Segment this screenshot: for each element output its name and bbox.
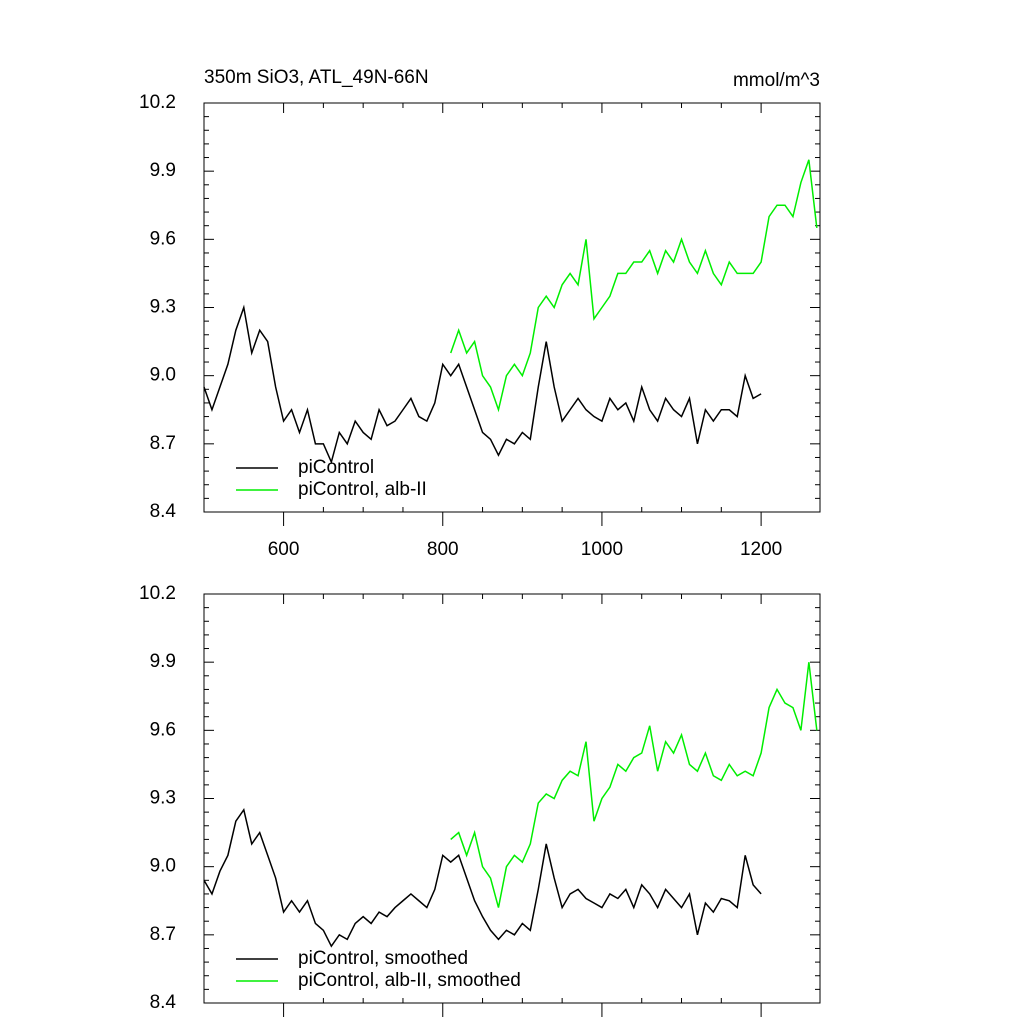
series-line [203, 808, 762, 948]
legend-label: piControl, alb-II [298, 479, 427, 500]
series-line [203, 304, 762, 465]
y-tick-label: 8.7 [150, 433, 176, 454]
x-tick-label: 1200 [740, 539, 782, 560]
y-tick-label: 9.3 [150, 297, 176, 318]
y-tick-label: 9.9 [150, 160, 176, 181]
chart-title: 350m SiO3, ATL_49N-66N [204, 67, 429, 88]
y-tick-label: 9.6 [150, 228, 176, 249]
plot-frame [203, 593, 821, 1004]
legend-label: piControl [298, 457, 374, 478]
legend-label: piControl, alb-II, smoothed [298, 970, 521, 991]
y-tick-label: 8.4 [150, 501, 177, 522]
y-tick-label: 10.2 [139, 92, 176, 113]
y-tick-label: 9.0 [150, 856, 176, 877]
y-tick-label: 8.4 [150, 992, 177, 1013]
y-tick-label: 9.6 [150, 719, 176, 740]
x-tick-label: 800 [427, 539, 459, 560]
x-tick-label: 600 [268, 539, 300, 560]
legend-label: piControl, smoothed [298, 948, 468, 969]
y-tick-label: 9.9 [150, 651, 176, 672]
series-line [450, 662, 818, 908]
y-tick-label: 10.2 [139, 583, 176, 604]
series-line [450, 159, 818, 413]
y-tick-label: 9.3 [150, 788, 176, 809]
y-tick-label: 9.0 [150, 365, 176, 386]
plot-frame [203, 102, 821, 513]
units-label: mmol/m^3 [733, 70, 820, 91]
x-tick-label: 1000 [581, 539, 623, 560]
y-tick-label: 8.7 [150, 924, 176, 945]
